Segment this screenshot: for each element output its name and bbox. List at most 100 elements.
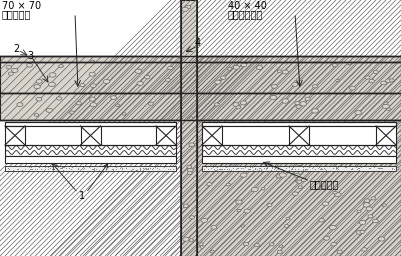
Point — [310, 165, 317, 169]
Point — [42, 165, 49, 169]
Point — [160, 165, 167, 169]
Ellipse shape — [277, 130, 282, 134]
Ellipse shape — [49, 73, 56, 77]
Point — [207, 166, 214, 170]
Ellipse shape — [185, 5, 191, 9]
Ellipse shape — [379, 237, 385, 241]
Point — [358, 165, 365, 169]
Ellipse shape — [237, 209, 241, 212]
Ellipse shape — [233, 102, 239, 106]
Ellipse shape — [348, 62, 352, 65]
Ellipse shape — [49, 82, 55, 87]
Ellipse shape — [322, 186, 326, 188]
Ellipse shape — [312, 109, 318, 113]
Point — [355, 166, 361, 170]
Ellipse shape — [8, 72, 13, 75]
Point — [356, 168, 363, 172]
Point — [14, 167, 20, 171]
Ellipse shape — [17, 103, 23, 106]
Point — [290, 165, 296, 169]
Point — [232, 167, 239, 171]
Point — [156, 167, 162, 171]
Ellipse shape — [263, 124, 267, 127]
Point — [216, 167, 222, 172]
Bar — [376, 126, 396, 145]
Text: 2: 2 — [13, 44, 19, 54]
Ellipse shape — [227, 67, 232, 70]
Bar — [202, 126, 222, 145]
Ellipse shape — [277, 250, 282, 253]
Point — [93, 167, 99, 171]
Ellipse shape — [221, 76, 226, 79]
Bar — [5, 166, 176, 171]
Ellipse shape — [383, 123, 389, 127]
Bar — [202, 166, 396, 171]
Point — [303, 167, 309, 172]
Ellipse shape — [296, 180, 299, 183]
Ellipse shape — [387, 108, 391, 111]
Point — [376, 166, 383, 170]
Point — [240, 166, 246, 170]
Ellipse shape — [293, 128, 297, 131]
Point — [60, 168, 67, 172]
Point — [78, 166, 84, 170]
Point — [333, 165, 340, 169]
Point — [41, 168, 47, 172]
Ellipse shape — [283, 125, 290, 130]
Point — [139, 168, 146, 172]
Bar — [181, 0, 197, 256]
Ellipse shape — [395, 167, 399, 170]
Point — [101, 165, 107, 169]
Point — [290, 165, 296, 169]
Ellipse shape — [166, 78, 170, 82]
Text: 70 × 70: 70 × 70 — [2, 1, 41, 11]
Bar — [5, 126, 25, 145]
Ellipse shape — [46, 108, 53, 112]
Ellipse shape — [324, 236, 330, 240]
Point — [375, 166, 381, 170]
Ellipse shape — [267, 204, 272, 207]
Ellipse shape — [90, 103, 97, 107]
Ellipse shape — [319, 218, 324, 222]
Point — [109, 167, 115, 171]
Ellipse shape — [187, 165, 192, 168]
Ellipse shape — [322, 202, 329, 206]
Bar — [5, 145, 176, 156]
Point — [105, 165, 111, 169]
Point — [42, 167, 49, 171]
Point — [50, 167, 57, 172]
Point — [356, 166, 362, 170]
Point — [214, 165, 220, 169]
Ellipse shape — [189, 216, 194, 219]
Point — [354, 167, 360, 171]
Point — [5, 166, 11, 170]
Point — [112, 167, 119, 171]
Point — [335, 165, 341, 169]
Point — [263, 166, 270, 170]
Ellipse shape — [202, 131, 206, 134]
Ellipse shape — [273, 159, 278, 163]
Point — [143, 166, 149, 170]
Point — [271, 167, 277, 171]
Point — [22, 167, 28, 172]
Ellipse shape — [362, 248, 367, 251]
Point — [333, 167, 340, 171]
Point — [164, 167, 171, 171]
Ellipse shape — [226, 183, 231, 186]
Ellipse shape — [321, 130, 328, 134]
Point — [318, 166, 324, 170]
Point — [63, 166, 69, 170]
Point — [90, 166, 97, 170]
Point — [249, 167, 256, 172]
Ellipse shape — [363, 203, 370, 207]
Point — [247, 167, 253, 171]
Point — [77, 168, 83, 172]
Point — [212, 168, 219, 172]
Ellipse shape — [103, 79, 110, 83]
Bar — [5, 122, 176, 126]
Point — [342, 165, 348, 169]
Point — [379, 166, 385, 170]
Point — [130, 167, 136, 171]
Ellipse shape — [168, 66, 173, 70]
Point — [258, 168, 265, 172]
